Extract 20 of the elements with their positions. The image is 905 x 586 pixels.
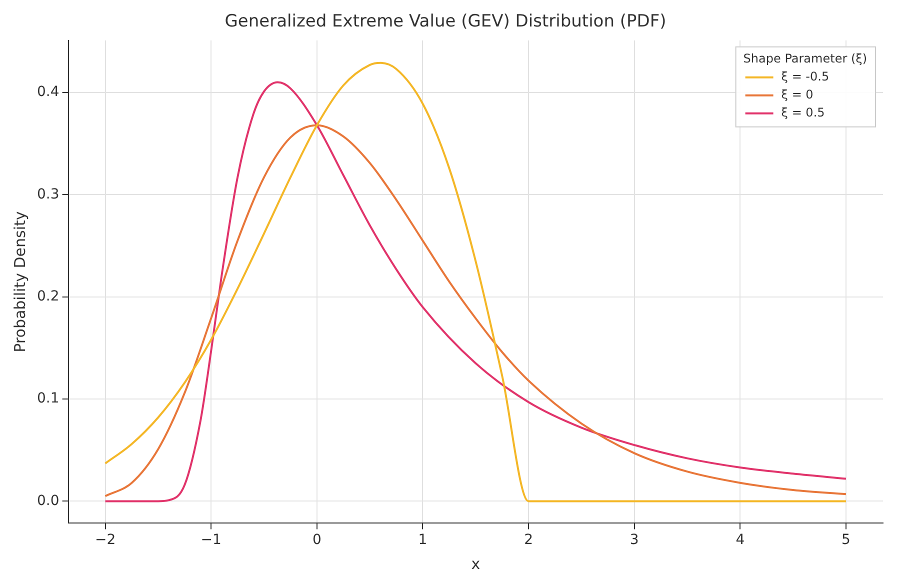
- x-tick-label: −1: [200, 532, 222, 548]
- x-tick-label: −2: [94, 532, 116, 548]
- x-axis-title: x: [471, 554, 480, 573]
- x-tick-label: 5: [842, 532, 850, 548]
- y-tick-label: 0.2: [37, 288, 60, 305]
- legend-title: Shape Parameter (ξ): [743, 52, 868, 66]
- x-tick-label: 0: [312, 532, 322, 548]
- y-axis-title: Probability Density: [10, 211, 29, 352]
- x-tick-label: 1: [418, 532, 428, 548]
- x-tick-label: 2: [524, 532, 533, 548]
- legend-label: ξ = 0: [781, 88, 814, 102]
- legend-label: ξ = -0.5: [781, 70, 830, 84]
- y-tick-label: 0.1: [37, 390, 60, 407]
- chart-title: Generalized Extreme Value (GEV) Distribution (PDF): [224, 12, 666, 32]
- y-tick-label: 0.4: [37, 84, 60, 100]
- y-tick-label: 0.3: [37, 186, 60, 202]
- x-tick-label: 4: [736, 532, 745, 548]
- x-tick-label: 3: [630, 532, 639, 548]
- legend-label: ξ = 0.5: [781, 106, 825, 120]
- y-tick-label: 0.0: [37, 492, 60, 509]
